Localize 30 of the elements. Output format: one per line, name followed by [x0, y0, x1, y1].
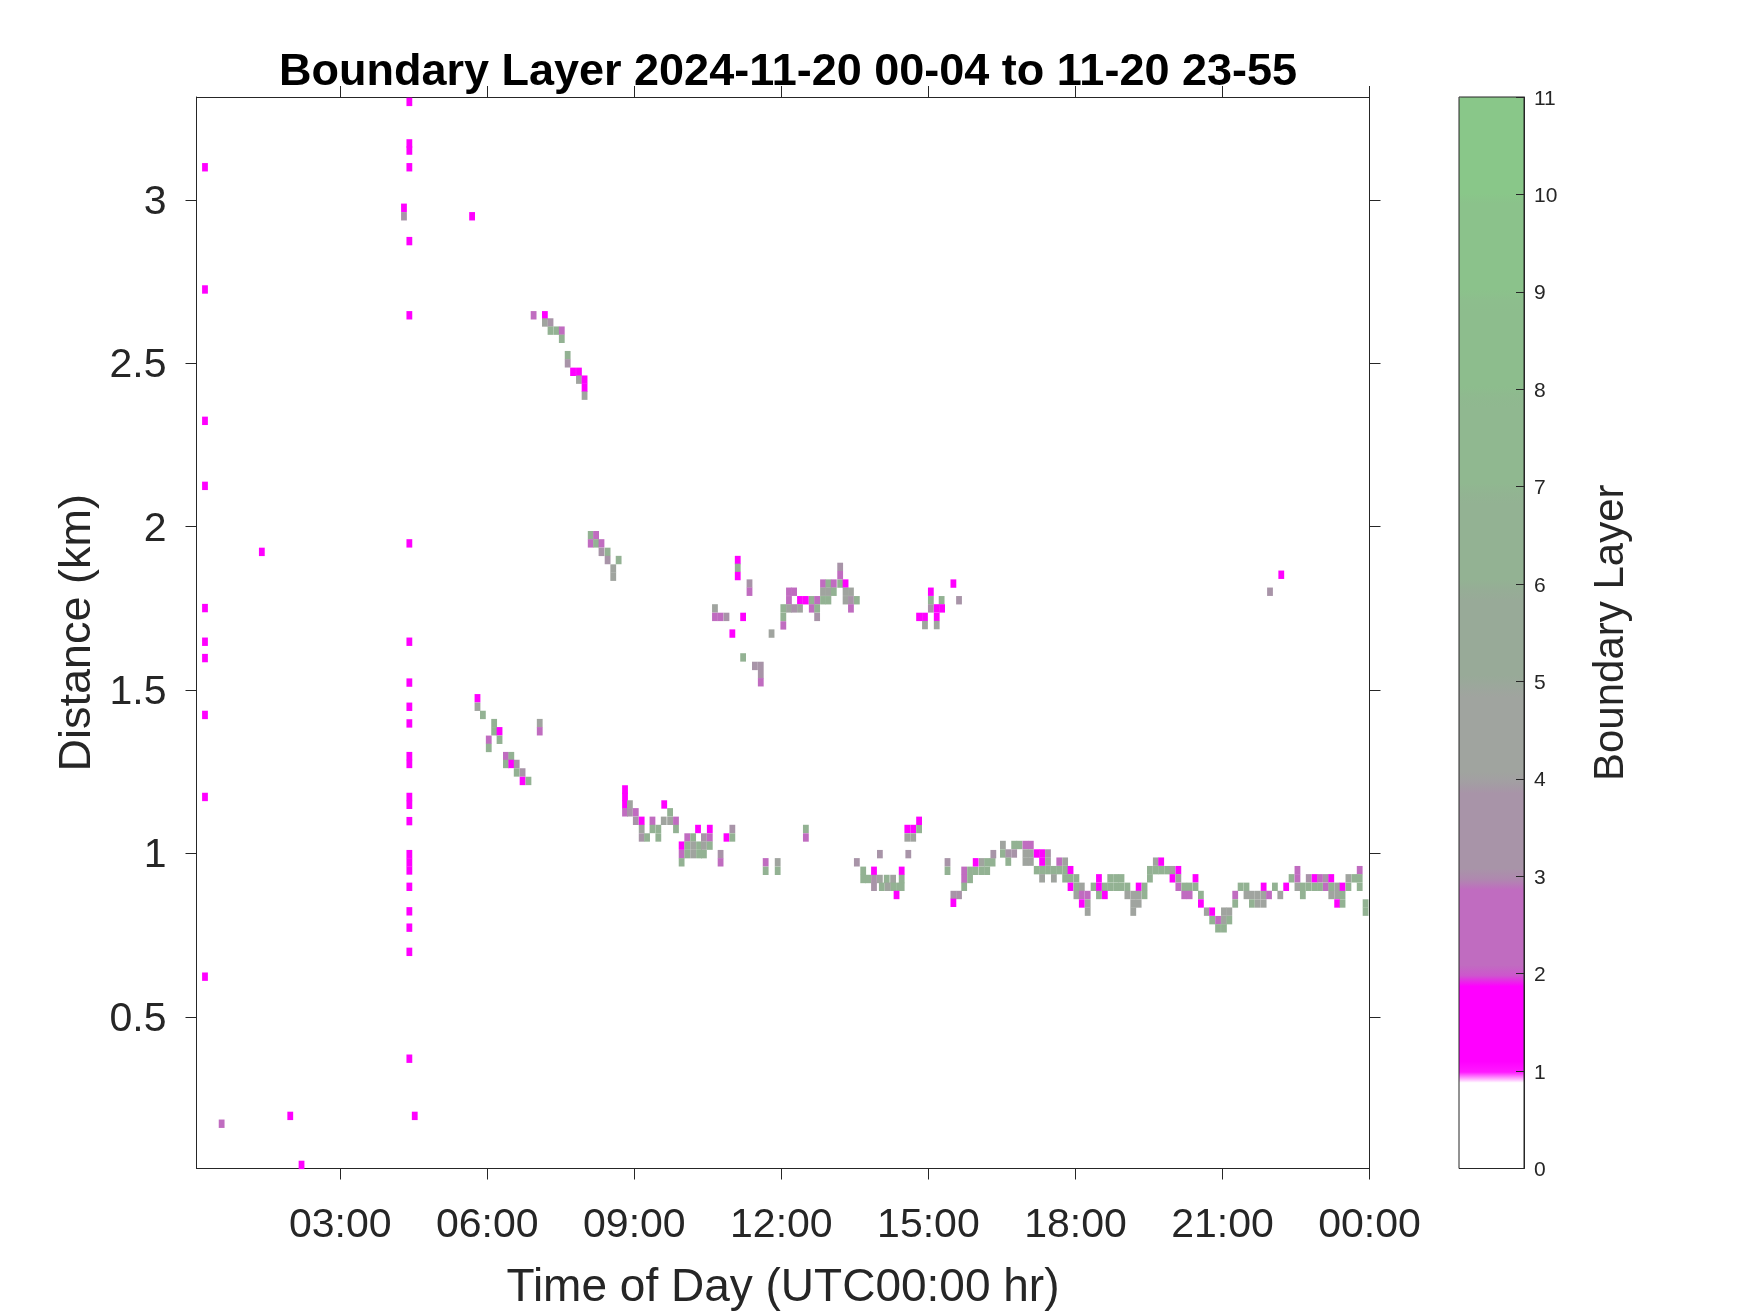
y-axis-title: Distance (km) — [48, 493, 100, 772]
color-bar-label: 11 — [1534, 85, 1556, 109]
chart-title: Boundary Layer 2024-11-20 00-04 to 11-20 23-55 — [278, 44, 1298, 95]
y-tick-label: 1 — [143, 830, 167, 877]
y-tick-label: 3 — [143, 176, 167, 223]
y-tick-label: 2.5 — [109, 340, 167, 387]
x-tick-label: 21:00 — [1171, 1200, 1274, 1246]
color-bar-label: 3 — [1534, 864, 1546, 888]
y-tick-label: 2 — [143, 503, 167, 550]
x-tick-label: 06:00 — [435, 1200, 539, 1246]
x-tick-label: 12:00 — [730, 1200, 833, 1246]
color-bar-label: 1 — [1534, 1059, 1546, 1083]
x-tick-label: 09:00 — [583, 1200, 686, 1246]
color-bar-label: 9 — [1534, 280, 1546, 304]
y-tick-label: 1.5 — [109, 667, 167, 714]
x-tick-label: 18:00 — [1024, 1200, 1127, 1246]
color-bar-label: 2 — [1534, 962, 1546, 986]
color-bar-title: Boundary Layer — [1584, 484, 1632, 782]
color-bar-label: 8 — [1534, 377, 1546, 401]
color-bar-label: 6 — [1534, 572, 1546, 596]
color-bar-label: 4 — [1534, 767, 1546, 791]
color-bar-label: 0 — [1534, 1157, 1546, 1180]
y-tick-label: 0.5 — [109, 993, 167, 1040]
color-bar-label: 7 — [1534, 475, 1546, 499]
color-bar-label: 10 — [1534, 182, 1558, 206]
x-tick-label: 00:00 — [1318, 1200, 1421, 1246]
x-axis-title: Time of Day (UTC00:00 hr) — [506, 1258, 1060, 1311]
x-tick-label: 15:00 — [877, 1200, 980, 1246]
color-bar-label: 5 — [1534, 669, 1546, 693]
x-tick-label: 03:00 — [288, 1200, 392, 1246]
